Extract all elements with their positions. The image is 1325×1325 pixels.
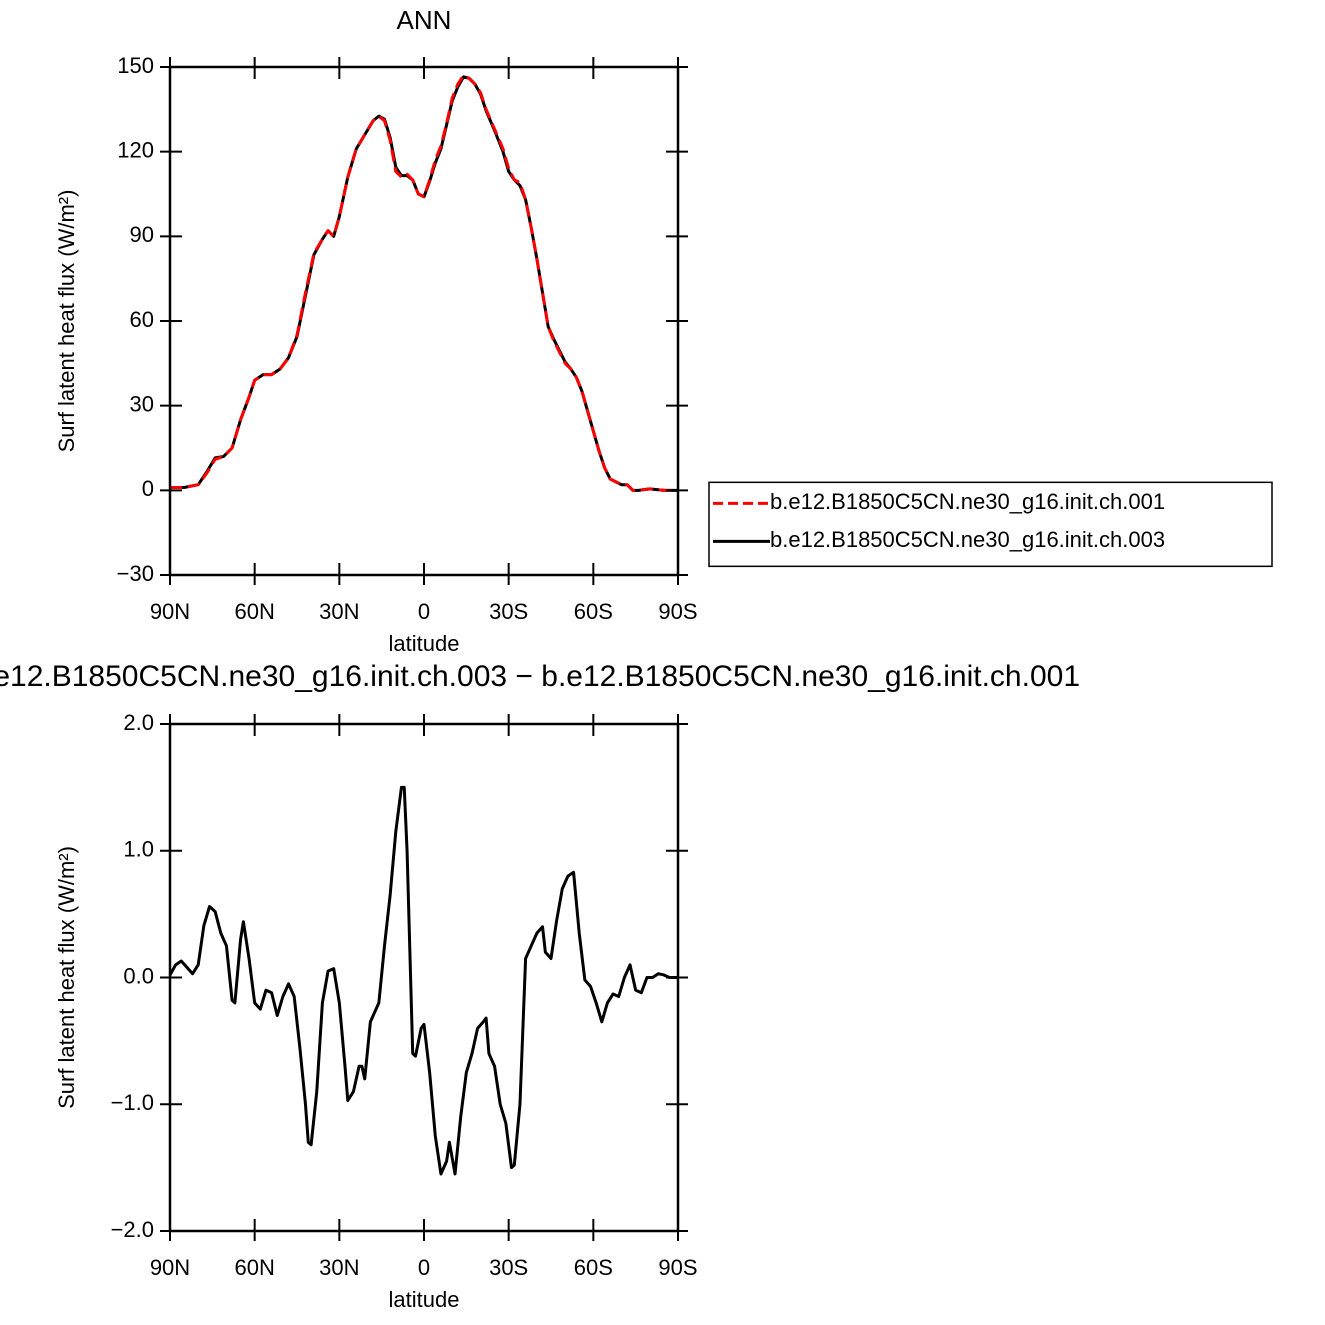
x-axis-label: latitude	[389, 631, 460, 656]
y-tick-label: 120	[117, 137, 154, 162]
y-tick-label: 2.0	[123, 710, 154, 735]
chart-title: b.e12.B1850C5CN.ne30_g16.init.ch.003 − b…	[0, 660, 1080, 693]
y-tick-label: −30	[117, 561, 154, 586]
plot-frame	[168, 65, 680, 577]
x-axis-label: latitude	[389, 1287, 460, 1312]
legend-box	[708, 481, 1273, 568]
x-tick-label: 90N	[150, 1255, 190, 1280]
x-tick-label: 30S	[489, 1255, 528, 1280]
y-tick-label: 1.0	[123, 837, 154, 862]
y-tick-label: 150	[117, 53, 154, 78]
x-tick-label: 90S	[658, 1255, 697, 1280]
x-tick-label: 0	[418, 1255, 430, 1280]
data-line	[170, 75, 678, 492]
y-tick-label: −2.0	[111, 1217, 154, 1242]
x-tick-label: 60N	[234, 1255, 274, 1280]
legend-label: b.e12.B1850C5CN.ne30_g16.init.ch.001	[770, 489, 1165, 514]
legend: b.e12.B1850C5CN.ne30_g16.init.ch.001 b.e1…	[708, 481, 1273, 568]
y-tick-label: 0	[142, 476, 154, 501]
y-tick-label: 60	[130, 307, 154, 332]
x-tick-label: 30N	[319, 599, 359, 624]
x-tick-label: 90S	[658, 599, 697, 624]
y-axis-label: Surf latent heat flux (W/m²)	[54, 190, 79, 453]
data-line	[170, 73, 678, 492]
chart-title: ANN	[397, 5, 452, 35]
plot-frame	[168, 722, 680, 1233]
x-tick-label: 90N	[150, 599, 190, 624]
y-tick-label: −1.0	[111, 1090, 154, 1115]
data-line	[168, 785, 678, 1176]
x-tick-label: 60S	[574, 1255, 613, 1280]
x-tick-label: 60S	[574, 599, 613, 624]
x-tick-label: 30N	[319, 1255, 359, 1280]
y-tick-label: 90	[130, 222, 154, 247]
y-axis-label: Surf latent heat flux (W/m²)	[54, 846, 79, 1109]
x-tick-label: 60N	[234, 599, 274, 624]
y-tick-label: 0.0	[123, 963, 154, 988]
y-tick-label: 30	[130, 391, 154, 416]
x-tick-label: 0	[418, 599, 430, 624]
x-tick-label: 30S	[489, 599, 528, 624]
legend-label: b.e12.B1850C5CN.ne30_g16.init.ch.003	[770, 527, 1165, 552]
